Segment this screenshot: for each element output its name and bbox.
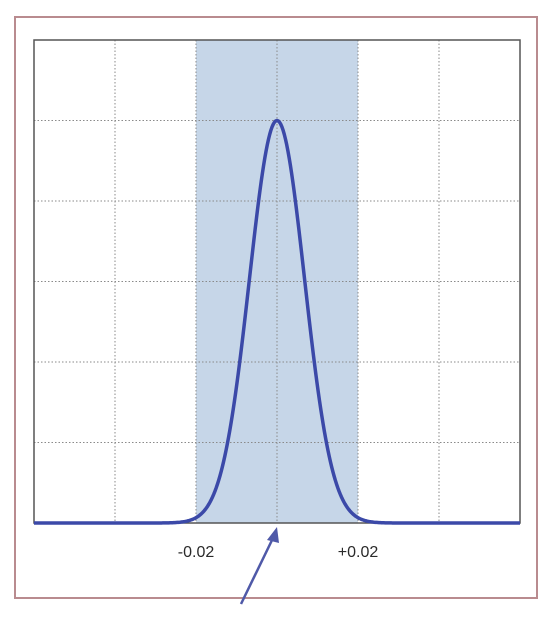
- arrow-shaft: [239, 535, 276, 605]
- axes-box: [33, 39, 521, 524]
- gaussian-curve: [33, 118, 521, 525]
- x-tick-label-plus: +0.02: [338, 544, 379, 561]
- tick-label-layer: -0.02 +0.02: [178, 544, 379, 561]
- x-tick-label-minus: -0.02: [178, 544, 215, 561]
- grid-layer: [34, 40, 520, 523]
- arrow-head: [267, 527, 279, 543]
- curve-layer: [33, 118, 521, 525]
- annotation-arrow-layer: [239, 527, 279, 605]
